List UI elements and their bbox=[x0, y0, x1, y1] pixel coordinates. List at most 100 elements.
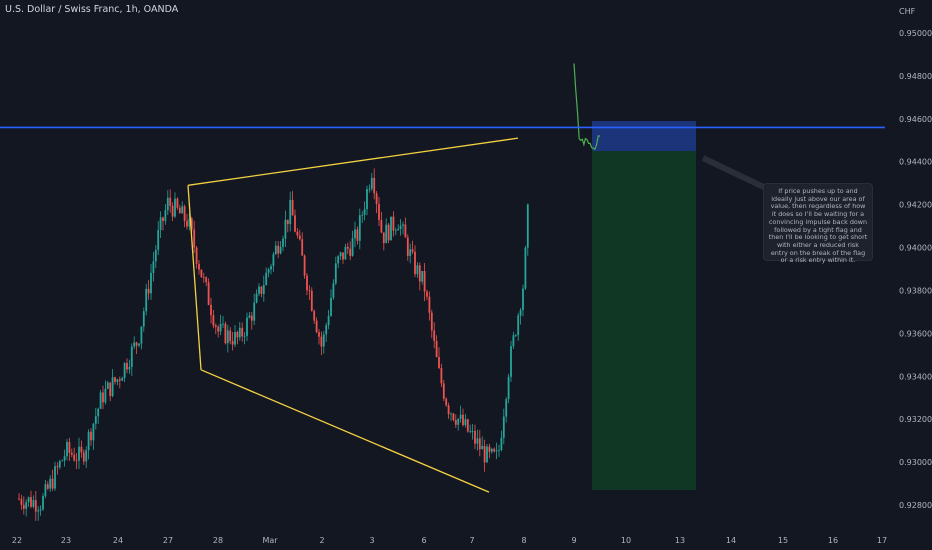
candle bbox=[82, 449, 85, 465]
candle bbox=[450, 412, 452, 421]
x-tick-label: 15 bbox=[778, 536, 788, 545]
candle bbox=[327, 309, 330, 330]
y-tick-label: 0.93600 bbox=[899, 329, 932, 338]
y-tick-label: 0.94800 bbox=[899, 72, 932, 81]
candle bbox=[486, 444, 488, 463]
candle bbox=[262, 275, 265, 302]
candle bbox=[272, 252, 275, 272]
y-tick-label: 0.94400 bbox=[899, 158, 932, 167]
candle bbox=[346, 242, 349, 255]
candle bbox=[253, 293, 256, 326]
x-tick-label: 28 bbox=[213, 536, 223, 545]
candle bbox=[402, 221, 404, 235]
candle bbox=[303, 254, 306, 279]
candle bbox=[270, 263, 272, 275]
chart-title: U.S. Dollar / Swiss Franc, 1h, OANDA bbox=[5, 4, 179, 15]
candle bbox=[488, 443, 491, 459]
wedge-lower-line[interactable] bbox=[200, 369, 490, 493]
x-tick-label: 17 bbox=[877, 536, 887, 545]
candle bbox=[138, 342, 140, 348]
x-tick-label: 24 bbox=[113, 536, 123, 545]
candle bbox=[435, 335, 438, 358]
candle bbox=[224, 321, 227, 345]
candle bbox=[70, 448, 73, 458]
candle bbox=[140, 326, 143, 350]
y-tick-label: 0.93200 bbox=[899, 415, 932, 424]
candle bbox=[399, 218, 402, 236]
candle bbox=[517, 312, 520, 341]
candle bbox=[265, 267, 268, 286]
candle bbox=[49, 475, 52, 492]
candle bbox=[102, 385, 104, 410]
candle bbox=[397, 224, 400, 231]
stop-loss-zone bbox=[592, 120, 696, 151]
trade-plan-annotation: If price pushes up to and ideally just a… bbox=[763, 183, 873, 264]
candle bbox=[200, 269, 203, 278]
candle bbox=[25, 499, 28, 517]
candle bbox=[30, 490, 32, 509]
candle bbox=[363, 201, 366, 221]
candle bbox=[510, 340, 512, 382]
candle bbox=[226, 324, 229, 353]
candle bbox=[478, 429, 481, 457]
candle bbox=[430, 309, 433, 339]
candle bbox=[284, 210, 287, 248]
candle bbox=[277, 240, 280, 258]
candle bbox=[92, 422, 95, 450]
candle bbox=[78, 437, 80, 469]
candle bbox=[42, 493, 44, 512]
candle bbox=[154, 245, 157, 269]
candle bbox=[126, 358, 128, 374]
x-tick-label: 6 bbox=[421, 536, 426, 545]
candle bbox=[394, 227, 397, 236]
candle bbox=[334, 256, 337, 286]
candle bbox=[111, 369, 114, 398]
candle bbox=[241, 322, 244, 342]
candle bbox=[133, 336, 136, 350]
candle bbox=[423, 263, 426, 302]
candle bbox=[452, 412, 455, 422]
candle bbox=[370, 172, 373, 192]
candle bbox=[481, 436, 484, 450]
candle bbox=[330, 289, 332, 317]
candle bbox=[188, 212, 191, 231]
candle bbox=[210, 297, 212, 324]
candle bbox=[238, 321, 241, 341]
candle bbox=[181, 201, 184, 214]
candle bbox=[147, 280, 150, 300]
candle bbox=[32, 495, 35, 509]
candle bbox=[171, 202, 174, 222]
candle bbox=[490, 447, 493, 454]
candle bbox=[90, 428, 92, 446]
candle bbox=[68, 437, 71, 461]
candle bbox=[135, 341, 138, 355]
candle bbox=[195, 245, 198, 269]
candle bbox=[87, 429, 90, 460]
candle bbox=[469, 424, 472, 434]
x-tick-label: 10 bbox=[621, 536, 631, 545]
candle bbox=[308, 285, 311, 300]
candle bbox=[54, 461, 56, 491]
candle bbox=[445, 397, 448, 407]
candle bbox=[414, 245, 416, 278]
candle bbox=[258, 283, 260, 297]
candle bbox=[416, 262, 419, 279]
candle bbox=[118, 376, 121, 389]
candle bbox=[44, 479, 47, 499]
candle bbox=[526, 203, 529, 256]
candle bbox=[433, 322, 436, 349]
candle bbox=[267, 267, 270, 278]
candle bbox=[313, 309, 316, 324]
candle bbox=[207, 278, 210, 306]
x-tick-label: 13 bbox=[675, 536, 685, 545]
candle bbox=[85, 446, 88, 469]
x-tick-label: 14 bbox=[726, 536, 736, 545]
wedge-upper-line[interactable] bbox=[187, 137, 519, 186]
candle bbox=[361, 211, 364, 223]
candle bbox=[236, 330, 239, 345]
candle bbox=[289, 191, 292, 232]
wedge-left-edge[interactable] bbox=[187, 185, 202, 370]
x-tick-label: 7 bbox=[469, 536, 474, 545]
candle bbox=[80, 440, 83, 458]
